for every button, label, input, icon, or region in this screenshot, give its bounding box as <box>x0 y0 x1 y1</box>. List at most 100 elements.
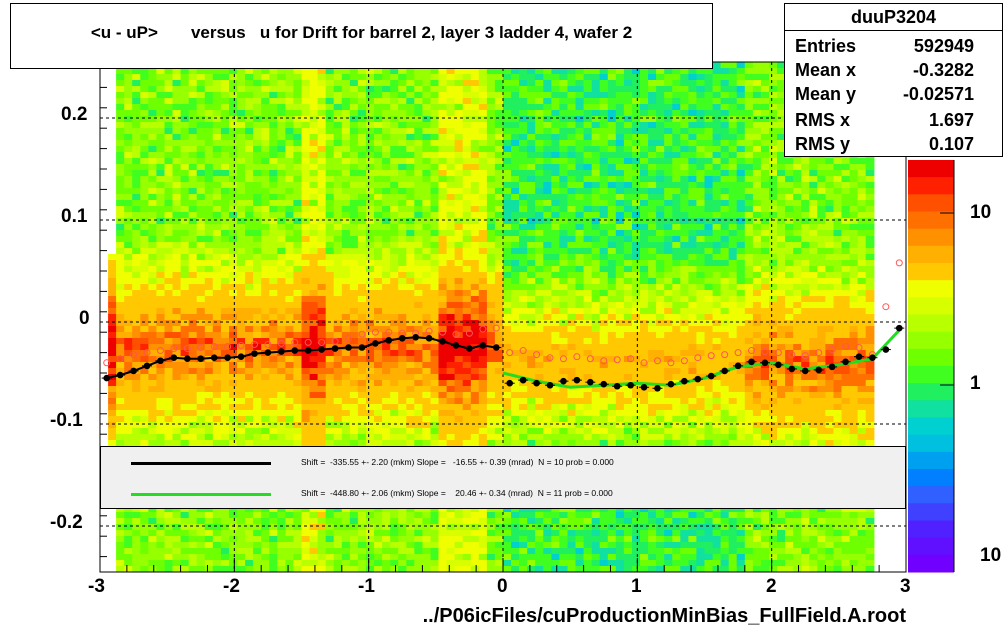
heatmap-cell <box>172 416 182 423</box>
heatmap-cell <box>503 506 512 513</box>
heatmap-cell <box>140 308 149 315</box>
heatmap-cell <box>124 362 133 369</box>
heatmap-cell <box>398 242 407 249</box>
heatmap-cell <box>188 302 198 309</box>
heatmap-cell <box>535 434 544 441</box>
heatmap-cell <box>341 212 351 219</box>
heatmap-cell <box>406 194 415 201</box>
heatmap-cell <box>575 434 585 441</box>
heatmap-cell <box>220 332 230 339</box>
heatmap-cell <box>245 110 254 117</box>
heatmap-cell <box>108 392 117 399</box>
heatmap-cell <box>229 560 238 567</box>
heatmap-cell <box>140 428 149 435</box>
heatmap-cell <box>430 224 440 231</box>
heatmap-cell <box>470 422 480 429</box>
heatmap-cell <box>349 398 359 405</box>
heatmap-cell <box>438 266 448 273</box>
heatmap-cell <box>527 410 536 417</box>
heatmap-cell <box>309 116 319 123</box>
heatmap-cell <box>245 386 254 393</box>
heatmap-cell <box>559 92 569 99</box>
heatmap-cell <box>519 524 528 531</box>
heatmap-cell <box>374 266 383 273</box>
heatmap-cell <box>277 326 286 333</box>
heatmap-cell <box>229 260 238 267</box>
heatmap-cell <box>253 530 262 537</box>
heatmap-cell <box>132 398 141 405</box>
heatmap-cell <box>196 302 206 309</box>
heatmap-cell <box>229 530 238 537</box>
heatmap-cell <box>406 326 415 333</box>
heatmap-cell <box>196 542 206 549</box>
heatmap-cell <box>519 134 528 141</box>
heatmap-cell <box>253 194 262 201</box>
heatmap-cell <box>220 218 230 225</box>
heatmap-cell <box>196 284 206 291</box>
heatmap-cell <box>390 206 399 213</box>
heatmap-cell <box>317 104 327 111</box>
heatmap-cell <box>188 392 198 399</box>
heatmap-cell <box>212 440 222 447</box>
heatmap-cell <box>486 440 496 447</box>
heatmap-cell <box>462 164 472 171</box>
heatmap-cell <box>446 236 456 243</box>
heatmap-cell <box>366 80 375 87</box>
heatmap-cell <box>567 164 577 171</box>
heatmap-cell <box>382 362 391 369</box>
heatmap-cell <box>559 170 569 177</box>
heatmap-cell <box>575 224 585 231</box>
heatmap-cell <box>462 374 472 381</box>
heatmap-cell <box>148 554 158 561</box>
heatmap-cell <box>309 416 319 423</box>
heatmap-cell <box>325 98 335 105</box>
heatmap-cell <box>535 248 544 255</box>
heatmap-cell <box>253 362 262 369</box>
heatmap-cell <box>172 404 182 411</box>
heatmap-cell <box>414 122 423 129</box>
heatmap-cell <box>462 392 472 399</box>
heatmap-cell <box>237 128 246 135</box>
heatmap-cell <box>116 542 125 549</box>
heatmap-cell <box>462 410 472 417</box>
heatmap-cell <box>398 320 407 327</box>
heatmap-cell <box>519 68 528 75</box>
heatmap-cell <box>301 68 311 75</box>
heatmap-cell <box>269 422 278 429</box>
heatmap-cell <box>438 320 448 327</box>
heatmap-cell <box>478 242 488 249</box>
heatmap-cell <box>503 242 512 249</box>
heatmap-cell <box>366 86 375 93</box>
heatmap-cell <box>341 194 351 201</box>
heatmap-cell <box>494 380 504 387</box>
heatmap-cell <box>575 272 585 279</box>
heatmap-cell <box>269 224 278 231</box>
heatmap-cell <box>341 530 351 537</box>
heatmap-cell <box>438 152 448 159</box>
heatmap-cell <box>148 104 158 111</box>
heatmap-cell <box>349 416 359 423</box>
heatmap-cell <box>156 374 166 381</box>
heatmap-cell <box>124 218 133 225</box>
heatmap-cell <box>220 548 230 555</box>
heatmap-cell <box>406 428 415 435</box>
heatmap-cell <box>567 134 577 141</box>
heatmap-cell <box>438 344 448 351</box>
heatmap-cell <box>261 344 270 351</box>
heatmap-cell <box>422 560 432 567</box>
heatmap-cell <box>245 254 254 261</box>
heatmap-cell <box>511 230 520 237</box>
heatmap-cell <box>559 206 569 213</box>
heatmap-cell <box>124 566 133 572</box>
heatmap-cell <box>543 212 552 219</box>
heatmap-cell <box>374 338 383 345</box>
heatmap-cell <box>446 440 456 447</box>
heatmap-cell <box>317 278 327 285</box>
heatmap-cell <box>309 308 319 315</box>
heatmap-cell <box>172 296 182 303</box>
heatmap-cell <box>430 242 440 249</box>
heatmap-cell <box>519 338 528 345</box>
heatmap-cell <box>172 230 182 237</box>
heatmap-cell <box>269 554 278 561</box>
